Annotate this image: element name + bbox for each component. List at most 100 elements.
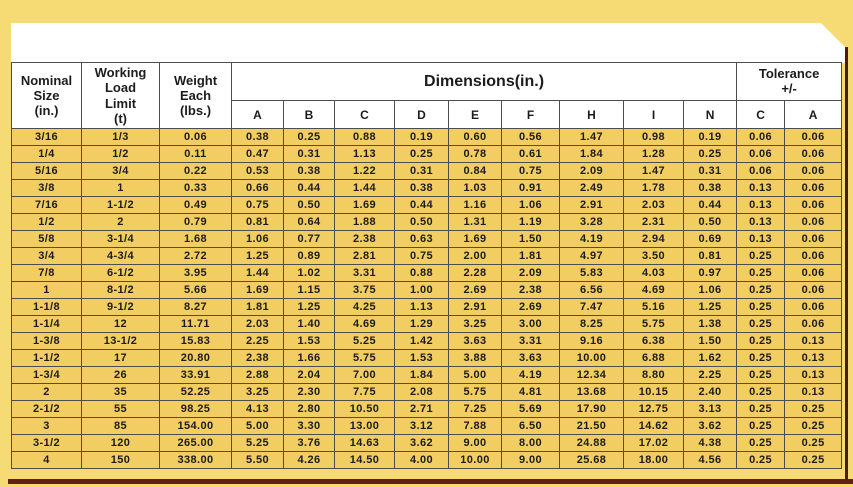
weight-cell: 52.25 [159, 383, 232, 401]
dimension-cell: 17.02 [623, 434, 684, 452]
dimension-cell: 6.56 [559, 281, 624, 299]
dimension-cell: 1.25 [283, 298, 335, 316]
dimension-cell: 3.62 [682, 417, 738, 435]
wll-cell: 26 [81, 366, 160, 384]
dimension-cell: 0.88 [334, 128, 395, 146]
header-row-letters: A B C D E F H I N C A [12, 100, 843, 129]
tolerance-cell: 0.25 [784, 451, 843, 469]
nominal-size-cell: 7/16 [11, 196, 82, 214]
dimension-cell: 1.16 [448, 196, 502, 214]
dimension-cell: 2.03 [623, 196, 684, 214]
col-header-dim-c: C [334, 100, 395, 129]
dimension-cell: 0.38 [394, 179, 449, 197]
dimension-cell: 3.00 [501, 315, 560, 333]
dimension-cell: 1.66 [283, 349, 335, 367]
dimension-cell: 14.62 [623, 417, 684, 435]
dimension-cell: 0.19 [394, 128, 449, 146]
dimension-cell: 1.13 [394, 298, 449, 316]
dimension-cell: 0.66 [231, 179, 284, 197]
wll-cell: 1/3 [81, 128, 160, 146]
dimension-cell: 0.19 [682, 128, 738, 146]
dimension-cell: 14.50 [334, 451, 395, 469]
dimension-cell: 2.09 [501, 264, 560, 282]
tolerance-cell: 0.06 [736, 128, 786, 146]
dimension-cell: 7.75 [334, 383, 395, 401]
dimension-cell: 1.03 [448, 179, 502, 197]
table-row: 3-1/2 120 265.00 5.25 3.76 14.63 3.62 9.00 8.00 2… [11, 434, 843, 452]
bottom-rule [8, 479, 853, 484]
dimension-cell: 3.76 [283, 434, 335, 452]
dimension-cell: 1.62 [682, 349, 738, 367]
spec-table: Nominal Size (in.) Working Load Limit (t… [11, 62, 843, 469]
weight-cell: 2.72 [159, 247, 232, 265]
table-row: 2-1/2 55 98.25 4.13 2.80 10.50 2.71 7.25 5.69 17.… [11, 400, 843, 418]
dimension-cell: 1.15 [283, 281, 335, 299]
table-row: 5/16 3/4 0.22 0.53 0.38 1.22 0.31 0.84 0.75 2.09 1… [11, 162, 843, 180]
dimension-cell: 3.31 [501, 332, 560, 350]
weight-cell: 0.06 [159, 128, 232, 146]
dimension-cell: 1.28 [623, 145, 684, 163]
tolerance-cell: 0.25 [784, 417, 843, 435]
dimension-cell: 1.22 [334, 162, 395, 180]
tolerance-cell: 0.13 [784, 332, 843, 350]
wll-cell: 120 [81, 434, 160, 452]
dimension-cell: 1.88 [334, 213, 395, 231]
tolerance-cell: 0.06 [784, 230, 843, 248]
dimension-cell: 5.16 [623, 298, 684, 316]
dimension-cell: 4.03 [623, 264, 684, 282]
dimension-cell: 1.29 [394, 315, 449, 333]
dimension-cell: 3.25 [448, 315, 502, 333]
weight-cell: 8.27 [159, 298, 232, 316]
dimension-cell: 0.63 [394, 230, 449, 248]
weight-cell: 154.00 [159, 417, 232, 435]
tolerance-cell: 0.25 [736, 281, 786, 299]
dimension-cell: 1.50 [682, 332, 738, 350]
dimension-cell: 5.00 [448, 366, 502, 384]
dimension-cell: 1.25 [682, 298, 738, 316]
tolerance-cell: 0.25 [736, 332, 786, 350]
dimension-cell: 0.84 [448, 162, 502, 180]
dimension-cell: 3.50 [623, 247, 684, 265]
col-header-dim-d: D [394, 100, 449, 129]
dimension-cell: 2.28 [448, 264, 502, 282]
tolerance-cell: 0.06 [784, 247, 843, 265]
dimension-cell: 0.50 [394, 213, 449, 231]
table-row: 1-3/4 26 33.91 2.88 2.04 7.00 1.84 5.00 4.19 12.3… [11, 366, 843, 384]
nominal-size-cell: 1-3/4 [11, 366, 82, 384]
weight-cell: 5.66 [159, 281, 232, 299]
dimension-cell: 0.81 [682, 247, 738, 265]
dimension-cell: 3.63 [448, 332, 502, 350]
weight-cell: 1.68 [159, 230, 232, 248]
table-row: 4 150 338.00 5.50 4.26 14.50 4.00 10.00 9.00 25.6… [11, 451, 843, 469]
dimension-cell: 2.71 [394, 400, 449, 418]
tolerance-cell: 0.25 [736, 264, 786, 282]
dimension-cell: 0.53 [231, 162, 284, 180]
dimension-cell: 0.77 [283, 230, 335, 248]
dimension-cell: 1.19 [501, 213, 560, 231]
table-row: 1/2 2 0.79 0.81 0.64 1.88 0.50 1.31 1.19 3.28 2.31… [11, 213, 843, 231]
dimension-cell: 2.81 [334, 247, 395, 265]
wll-cell: 35 [81, 383, 160, 401]
dimension-cell: 4.13 [231, 400, 284, 418]
dimension-cell: 0.25 [682, 145, 738, 163]
dimension-cell: 2.49 [559, 179, 624, 197]
tolerance-cell: 0.25 [784, 400, 843, 418]
dimension-cell: 7.88 [448, 417, 502, 435]
nominal-size-cell: 5/8 [11, 230, 82, 248]
panel-header-band [11, 23, 845, 63]
col-header-dim-f: F [501, 100, 560, 129]
table-row: 1 8-1/2 5.66 1.69 1.15 3.75 1.00 2.69 2.38 6.56 4.… [11, 281, 843, 299]
nominal-size-cell: 5/16 [11, 162, 82, 180]
dimension-cell: 0.25 [394, 145, 449, 163]
dimension-cell: 0.81 [231, 213, 284, 231]
nominal-size-cell: 3/16 [11, 128, 82, 146]
dimension-cell: 9.16 [559, 332, 624, 350]
col-header-dim-e: E [448, 100, 502, 129]
dimension-cell: 1.53 [283, 332, 335, 350]
nominal-size-cell: 1 [11, 281, 82, 299]
nominal-size-cell: 1-1/2 [11, 349, 82, 367]
dimension-cell: 18.00 [623, 451, 684, 469]
dimension-cell: 1.81 [231, 298, 284, 316]
dimension-cell: 0.60 [448, 128, 502, 146]
